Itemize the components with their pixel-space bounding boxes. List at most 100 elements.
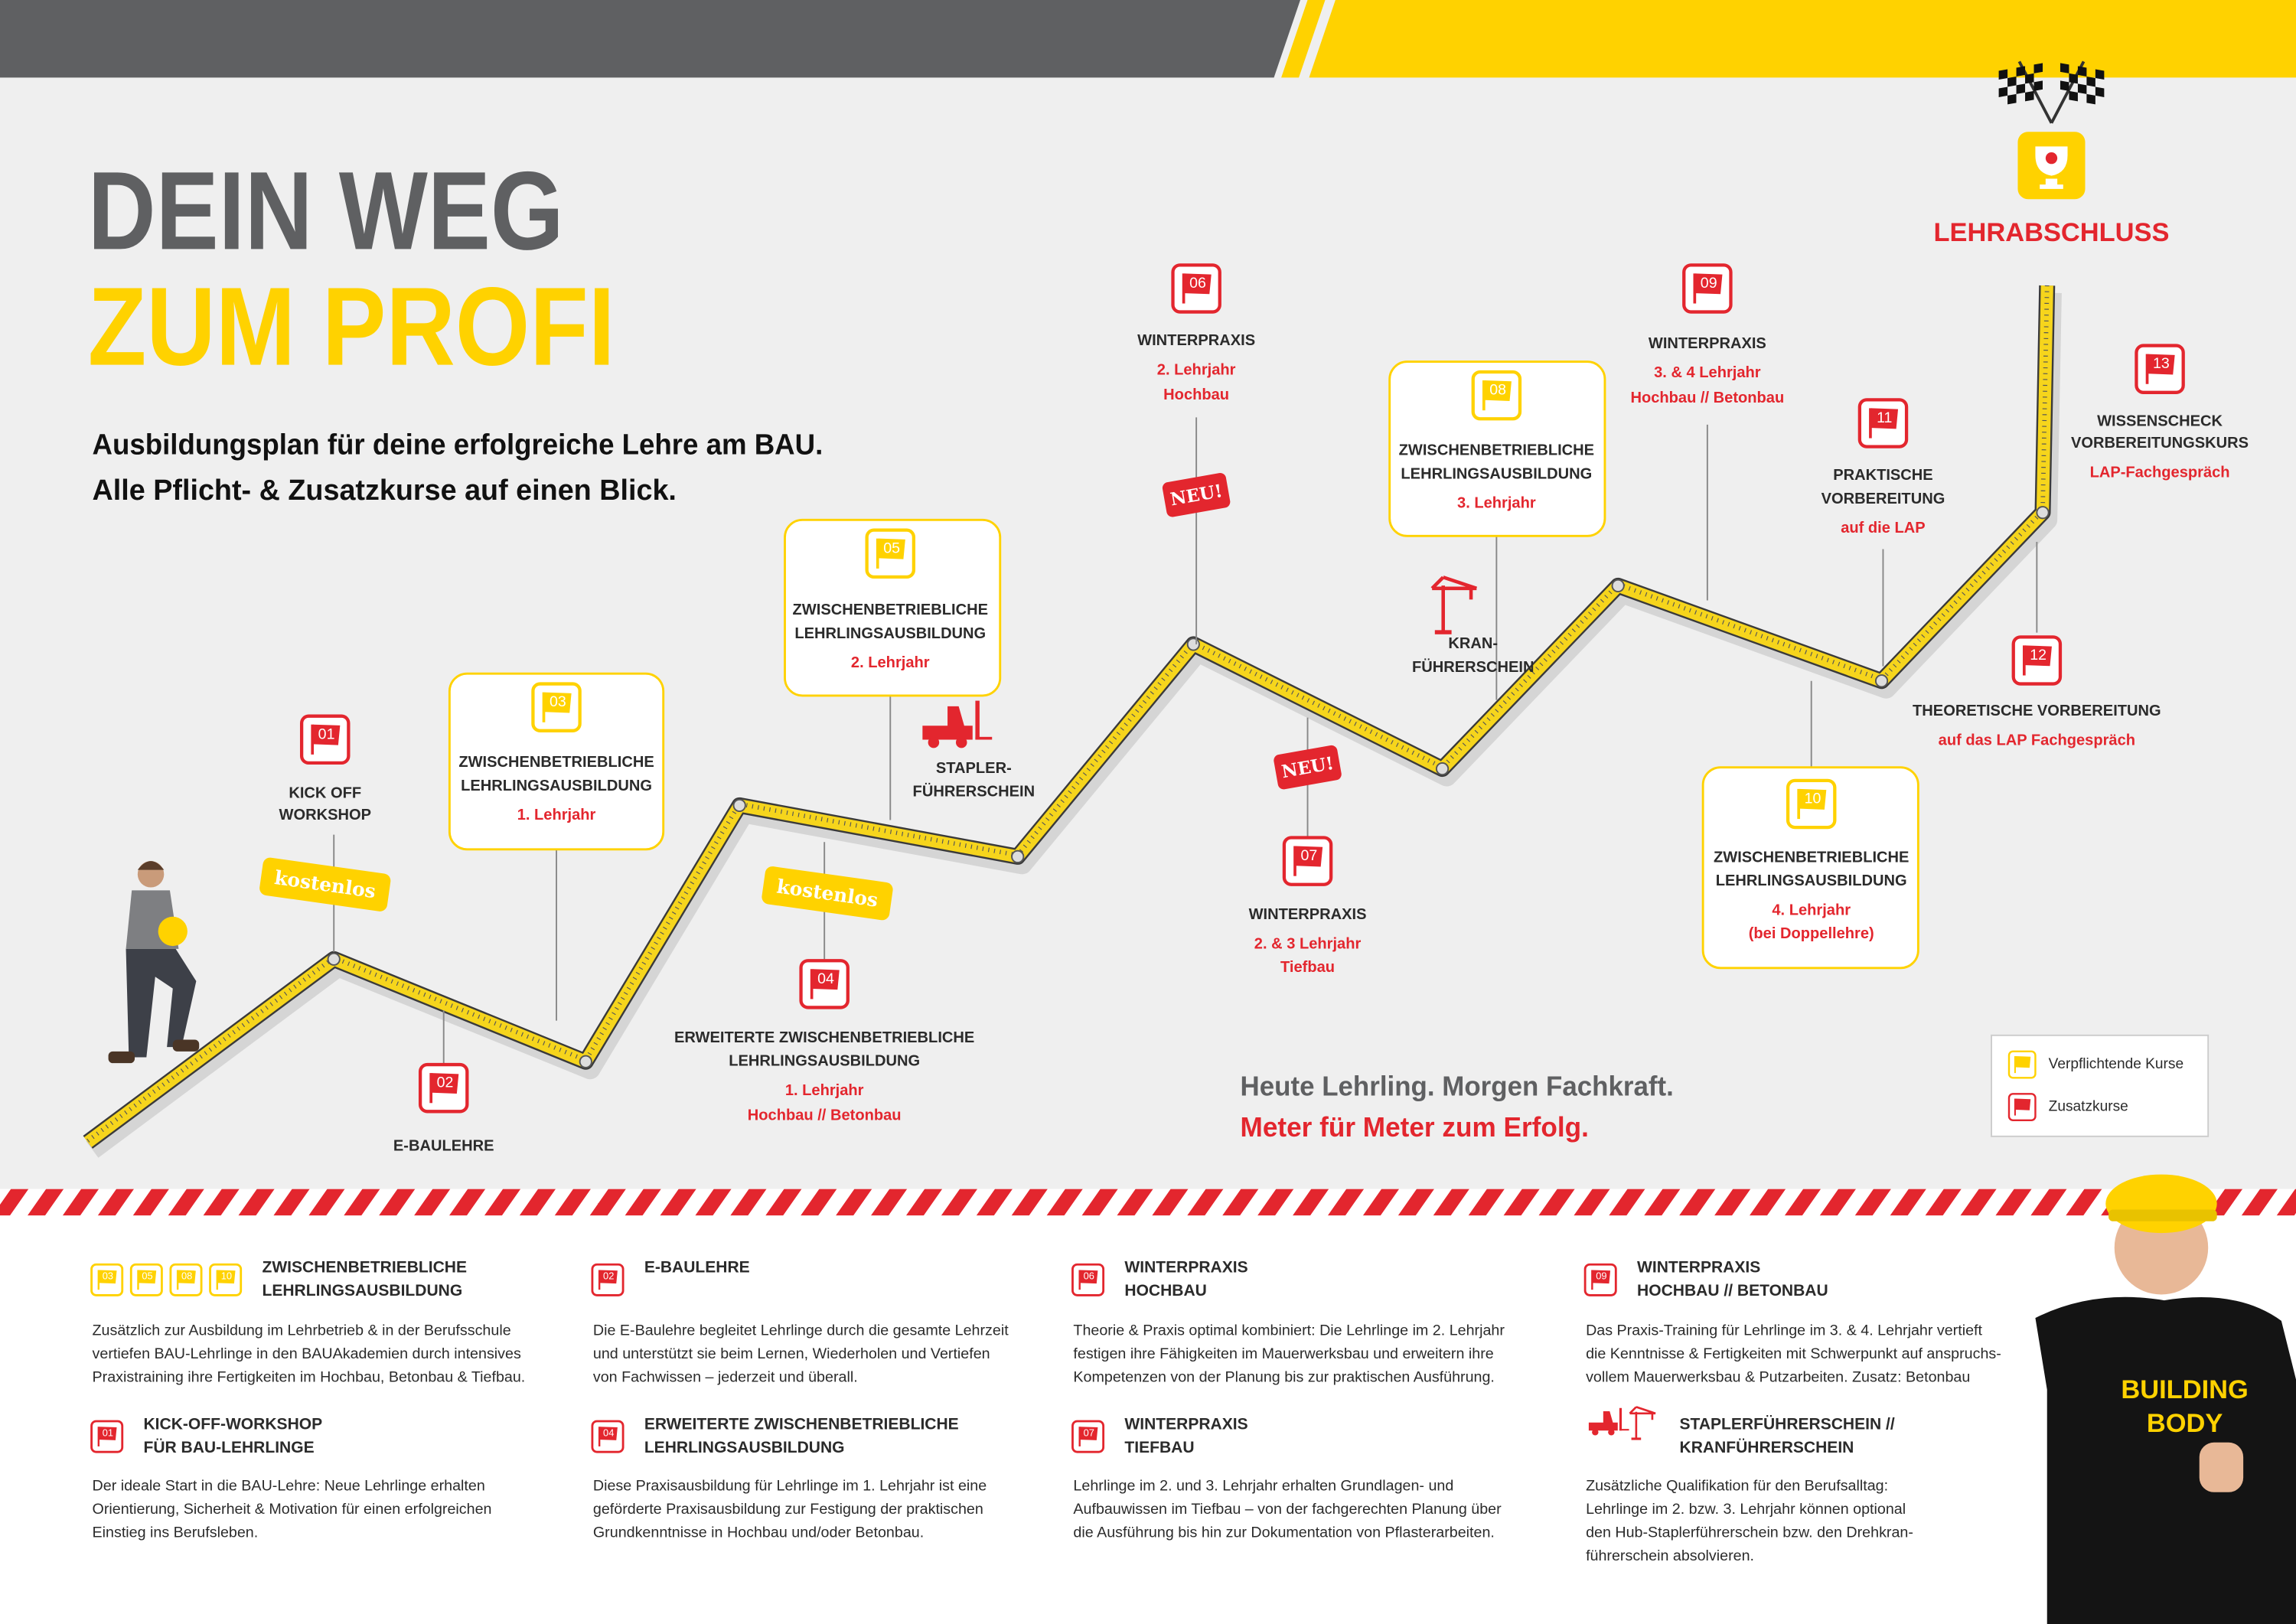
trophy [2035,146,2068,189]
checker [2033,63,2043,73]
section-body: die Kenntnisse & Fertigkeiten mit Schwer… [1586,1345,2001,1362]
flag [2148,354,2175,375]
checker [2095,86,2105,97]
course-box [448,672,665,851]
milestone-detail: Hochbau // Betonbau [748,1107,902,1123]
checker [2086,76,2095,87]
section-heading: HOCHBAU [1124,1282,1206,1300]
milestone-title: THEORETISCHE VORBEREITUNG [1913,703,2161,719]
icon-number: 03 [103,1270,113,1282]
helmet [2105,1174,2217,1234]
title-line: ZUM PROFI [88,264,615,389]
icon-number: 10 [221,1270,232,1282]
license-text: FÜHRERSCHEIN [913,782,1035,800]
top-band-stripe [1281,0,1326,78]
milestone-detail: Hochbau // Betonbau [1630,390,1784,406]
license-text: KRAN- [1448,635,1498,652]
wheel [1592,1429,1599,1436]
checker [2069,90,2078,102]
milestone-title: WINTERPRAXIS [1137,332,1255,349]
icon-number: 07 [1300,847,1317,864]
crane-base [1631,1437,1642,1440]
checker [2016,83,2026,94]
milestone-title: VORBEREITUNGSKURS [2071,435,2249,452]
section-body: Diese Praxisausbildung für Lehrlinge im … [593,1477,987,1494]
icon-number: 01 [318,726,335,742]
checker [2060,80,2069,91]
flag [1695,273,1723,295]
section-body: führerschein absolvieren. [1586,1547,1754,1564]
section-body: Kompetenzen von der Planung bis zur prak… [1073,1369,1494,1386]
flag [1593,1270,1611,1284]
flag [1296,846,1323,867]
flag-pole [810,969,814,1000]
icon-number: 04 [603,1427,614,1438]
milestone-title: WORKSHOP [279,807,371,823]
hair [137,861,165,870]
new-badge-bg [1162,473,1231,517]
ruler-joint [1874,674,1889,688]
milestone-detail: 3. Lehrjahr [1457,495,1536,512]
milestone-title: ZWISCHENBETRIEBLICHE [1399,442,1594,459]
flag [2015,1098,2031,1110]
section-body: die Ausführung bis hin zur Dokumentation… [1073,1525,1494,1541]
milestone-title: LEHRLINGSAUSBILDUNG [729,1053,920,1070]
milestone-detail: 1. Lehrjahr [785,1082,864,1099]
free-badge: kostenlos [762,866,893,921]
section-heading: E-BAULEHRE [644,1259,750,1277]
section-heading: ERWEITERTE ZWISCHENBETRIEBLICHE [644,1415,959,1433]
free-badge-bg [762,866,893,921]
icon-number: 06 [1084,1270,1094,1282]
checker [2077,83,2087,94]
wheel [1608,1429,1615,1436]
course-box [784,518,1002,697]
flag-pole [1869,408,1872,439]
shoe [108,1051,135,1064]
milestone-detail: 3. & 4 Lehrjahr [1654,364,1761,381]
flag-pole [876,538,879,569]
milestone-title: PRAKTISCHE [1833,467,1933,484]
icon-number: 09 [1701,275,1717,292]
crane-icon [1629,1406,1656,1440]
flag [544,692,572,713]
legend-box [1991,1034,2210,1137]
flag [432,1073,459,1094]
icon-number: 08 [1489,382,1506,399]
legs [126,948,197,1058]
subtitle-line: Ausbildungsplan für deine erfolgreiche L… [93,429,823,461]
flag-pole [598,1427,601,1446]
icon-number: 13 [2153,355,2170,372]
flag-pole [97,1270,100,1290]
milestone-title: E-BAULEHRE [393,1138,494,1155]
helmet [158,916,188,947]
flag [599,1270,618,1284]
shirt-text: BODY [2147,1409,2223,1438]
icon-number: 04 [817,970,834,987]
milestone-detail: 1. Lehrjahr [517,807,596,823]
section-heading: TIEFBAU [1124,1439,1194,1456]
flag-pole [1293,846,1296,876]
flag [1871,408,1899,429]
section-body: Praxistraining ihre Fertigkeiten im Hoch… [93,1369,526,1386]
checker [2007,93,2017,105]
milestone-detail: Tiefbau [1280,959,1335,976]
ruler-joint [1186,638,1200,651]
flag-pole [2014,1098,2016,1116]
legend-label: Verpflichtende Kurse [2049,1056,2183,1072]
section-body: Orientierung, Sicherheit & Motivation fü… [93,1501,492,1518]
flag-pole [1693,273,1697,304]
shoe [172,1039,200,1052]
icon-number: 08 [181,1270,192,1282]
section-heading: FÜR BAU-LEHRLINGE [144,1439,315,1456]
finish-label: LEHRABSCHLUSS [1933,218,2169,247]
milestone-detail: LAP-Fachgespräch [2090,464,2230,481]
course-box [1388,360,1606,537]
milestone-detail: (bei Doppellehre) [1749,925,1874,942]
flag [1080,1427,1098,1440]
flag-pole [1078,1427,1081,1446]
wheel [928,736,940,748]
flag-pole [216,1270,218,1290]
flag-pole [1797,788,1801,820]
checker [2025,73,2034,84]
crane-icon [1430,576,1478,634]
